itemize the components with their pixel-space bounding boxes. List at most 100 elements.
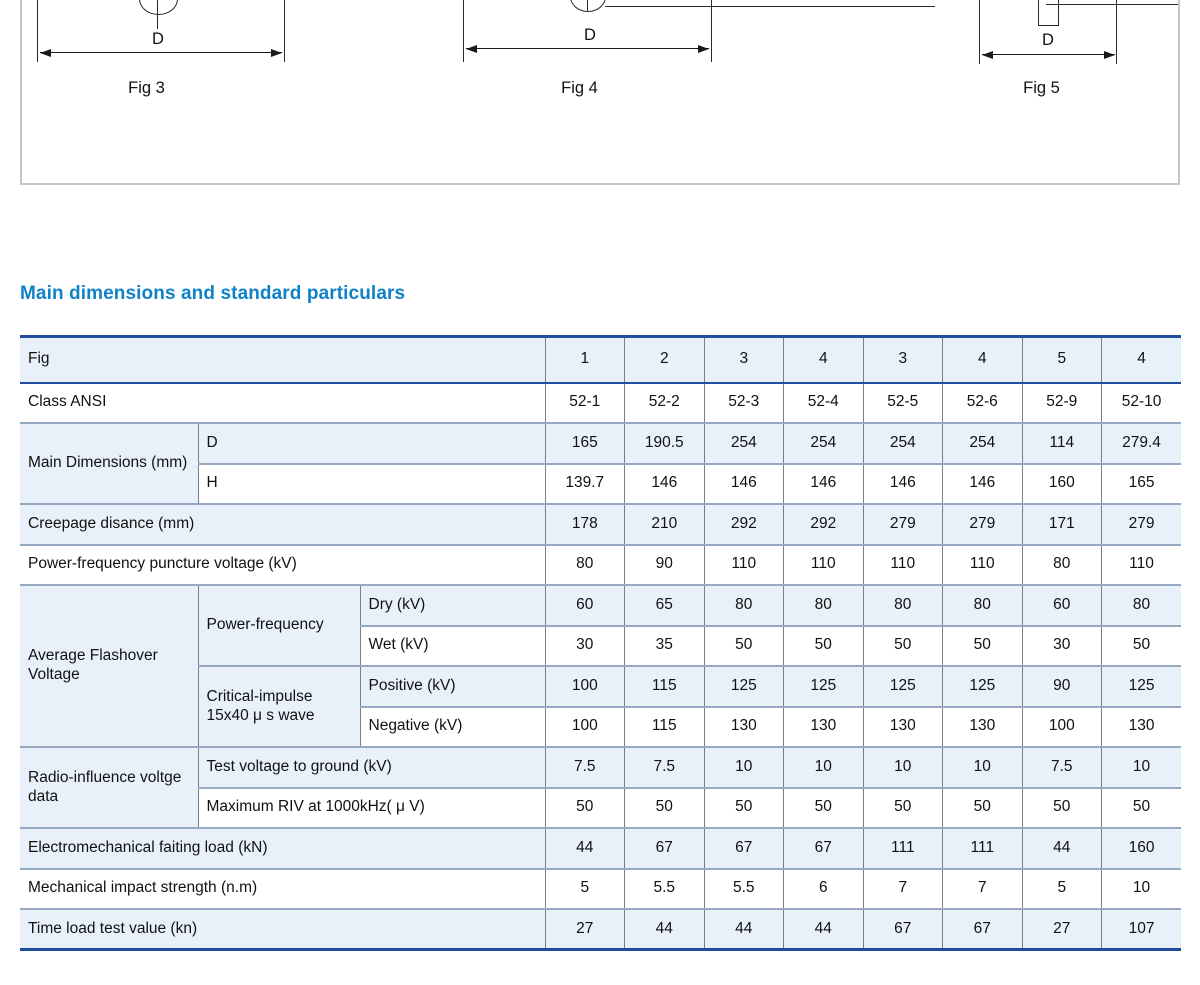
value-cell: 3 xyxy=(862,336,944,384)
value-cell: 107 xyxy=(1101,908,1182,950)
value-cell: 125 xyxy=(862,665,944,707)
table-row: Critical-impulse 15x40 μ s wave Positive … xyxy=(20,665,1182,747)
value-cell: 292 xyxy=(703,503,785,545)
value-cell: 27 xyxy=(1021,908,1103,950)
value-cell: 165 xyxy=(1101,462,1182,504)
value-cell: 7 xyxy=(862,867,944,909)
fig4-dimension-label: D xyxy=(584,26,596,44)
value-cell: 130 xyxy=(1101,705,1182,747)
table-row: Wet (kV) 30 35 50 50 50 50 30 50 xyxy=(20,624,1182,666)
fig3-dimension-label: D xyxy=(152,30,164,48)
value-cell: 67 xyxy=(942,908,1023,950)
table-row: Radio-influence voltge data Test voltage … xyxy=(20,746,1182,828)
value-cell: 125 xyxy=(942,665,1023,707)
fig4-extension-line-right xyxy=(711,0,713,62)
table-row: Average Flashover Voltage Power-frequency… xyxy=(20,584,1182,747)
value-cell: 52-10 xyxy=(1101,381,1182,423)
value-cell: 160 xyxy=(1101,827,1182,869)
value-cell: 146 xyxy=(862,462,944,504)
value-cell: 50 xyxy=(942,624,1023,666)
value-cell: 7.5 xyxy=(1021,746,1103,788)
value-cell: 110 xyxy=(703,543,785,585)
value-cell: 125 xyxy=(783,665,864,707)
value-cell: 100 xyxy=(544,665,626,707)
value-cell: 67 xyxy=(703,827,785,869)
fig3-dimension-line xyxy=(40,52,282,53)
value-cell: 7 xyxy=(942,867,1023,909)
value-cell: 7.5 xyxy=(624,746,705,788)
value-cell: 10 xyxy=(1101,746,1182,788)
value-cell: 111 xyxy=(942,827,1023,869)
table-row: Time load test value (kn) 27 44 44 44 67 67 27 1… xyxy=(20,908,1182,950)
row-label-cell: Creepage disance (mm) xyxy=(20,503,546,545)
table-row: Electromechanical faiting load (kN) 44 67 6… xyxy=(20,827,1182,869)
row-label-cell: Radio-influence voltge data xyxy=(20,746,199,828)
row-label-cell: Test voltage to ground (kV) xyxy=(197,746,546,788)
specs-table: Fig 1 2 3 4 3 4 5 4 Class ANSI 52-1 52-2 52-3 52-4 52-… xyxy=(20,335,1182,951)
row-label-cell: Maximum RIV at 1000kHz( μ V) xyxy=(198,786,546,828)
value-cell: 130 xyxy=(783,705,864,747)
value-cell: 3 xyxy=(703,336,785,384)
value-cell: 30 xyxy=(544,624,626,666)
value-cell: 146 xyxy=(783,462,864,504)
value-cell: 125 xyxy=(1101,665,1182,707)
row-label-cell: Fig xyxy=(20,336,546,384)
value-cell: 52-1 xyxy=(544,381,626,423)
row-label-cell: Power-frequency xyxy=(197,584,361,666)
value-cell: 100 xyxy=(544,705,626,747)
fig4-arrowhead-right-icon xyxy=(698,45,709,53)
value-cell: 114 xyxy=(1021,422,1103,464)
value-cell: 67 xyxy=(624,827,705,869)
value-cell: 110 xyxy=(783,543,864,585)
value-cell: 146 xyxy=(942,462,1023,504)
value-cell: 44 xyxy=(624,908,705,950)
value-cell: 279 xyxy=(1101,503,1182,545)
value-cell: 279 xyxy=(862,503,944,545)
value-cell: 10 xyxy=(703,746,785,788)
value-cell: 10 xyxy=(1101,867,1182,909)
fig5-extension-line-right xyxy=(1116,0,1118,64)
value-cell: 5.5 xyxy=(624,867,705,909)
value-cell: 10 xyxy=(783,746,864,788)
fig4-leader-line xyxy=(605,6,935,7)
value-cell: 146 xyxy=(624,462,705,504)
row-label-cell: Mechanical impact strength (n.m) xyxy=(20,867,546,909)
value-cell: 52-5 xyxy=(862,381,944,423)
value-cell: 52-6 xyxy=(942,381,1023,423)
value-cell: 5 xyxy=(1021,336,1103,384)
value-cell: 67 xyxy=(783,827,864,869)
fig3-pin-cap-drawing xyxy=(139,0,178,15)
value-cell: 50 xyxy=(942,786,1023,828)
fig3-extension-line-left xyxy=(37,0,39,62)
value-cell: 50 xyxy=(624,786,705,828)
value-cell: 146 xyxy=(703,462,785,504)
value-cell: 50 xyxy=(1021,786,1103,828)
row-label-cell: D xyxy=(197,422,546,464)
value-cell: 110 xyxy=(1101,543,1182,585)
fig5-arrowhead-right-icon xyxy=(1104,51,1115,59)
value-cell: 139.7 xyxy=(544,462,626,504)
value-cell: 4 xyxy=(942,336,1023,384)
value-cell: 60 xyxy=(544,584,626,626)
value-cell: 254 xyxy=(783,422,864,464)
value-cell: 6 xyxy=(783,867,864,909)
value-cell: 80 xyxy=(1021,543,1103,585)
specs-table-body: Fig 1 2 3 4 3 4 5 4 Class ANSI 52-1 52-2 52-3 52-4 52-… xyxy=(20,336,1182,950)
fig4-extension-line-left xyxy=(463,0,465,62)
fig4-caption: Fig 4 xyxy=(561,79,598,97)
value-cell: 130 xyxy=(703,705,785,747)
value-cell: 2 xyxy=(624,336,705,384)
value-cell: 50 xyxy=(862,786,944,828)
fig5-pin-drawing xyxy=(1038,0,1059,26)
row-label-cell: H xyxy=(198,462,546,504)
table-row: H 139.7 146 146 146 146 146 160 165 xyxy=(20,462,1182,504)
figure-drawings-layer: D Fig 3 D Fig 4 D Fig 5 xyxy=(0,0,1200,240)
value-cell: 52-3 xyxy=(703,381,785,423)
row-label-cell: Electromechanical faiting load (kN) xyxy=(20,827,546,869)
fig5-leader-line xyxy=(1046,4,1178,5)
value-cell: 210 xyxy=(624,503,705,545)
value-cell: 50 xyxy=(544,786,626,828)
value-cell: 10 xyxy=(862,746,944,788)
value-cell: 65 xyxy=(624,584,705,626)
table-row: Fig 1 2 3 4 3 4 5 4 xyxy=(20,336,1182,384)
